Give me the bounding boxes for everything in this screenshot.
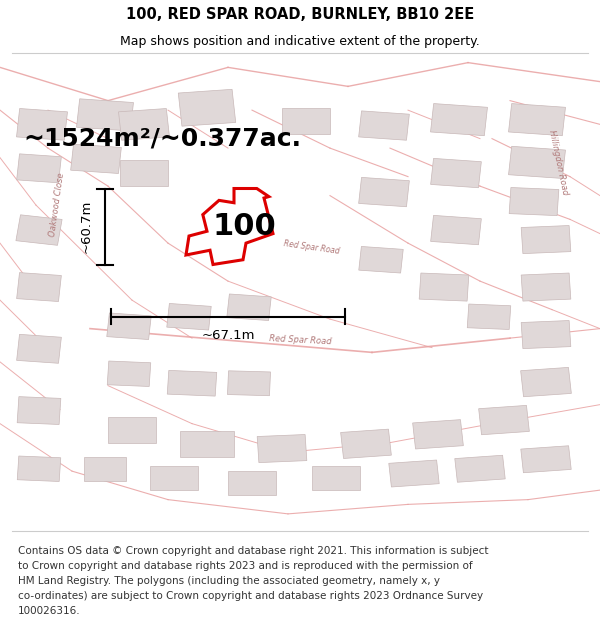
Text: Map shows position and indicative extent of the property.: Map shows position and indicative extent… — [120, 35, 480, 48]
Polygon shape — [509, 146, 565, 178]
Polygon shape — [521, 321, 571, 349]
Polygon shape — [389, 460, 439, 487]
Polygon shape — [120, 160, 168, 186]
Text: 100, RED SPAR ROAD, BURNLEY, BB10 2EE: 100, RED SPAR ROAD, BURNLEY, BB10 2EE — [126, 8, 474, 22]
Polygon shape — [413, 419, 463, 449]
Polygon shape — [16, 215, 62, 245]
Polygon shape — [431, 216, 481, 245]
Polygon shape — [17, 272, 61, 301]
Text: HM Land Registry. The polygons (including the associated geometry, namely x, y: HM Land Registry. The polygons (includin… — [18, 576, 440, 586]
Text: to Crown copyright and database rights 2023 and is reproduced with the permissio: to Crown copyright and database rights 2… — [18, 561, 473, 571]
Text: 100026316.: 100026316. — [18, 606, 80, 616]
Polygon shape — [455, 455, 505, 482]
Text: Hillingdon Road: Hillingdon Road — [547, 129, 569, 196]
Polygon shape — [227, 371, 271, 396]
Polygon shape — [167, 371, 217, 396]
Polygon shape — [178, 89, 236, 126]
Polygon shape — [467, 304, 511, 329]
Polygon shape — [17, 109, 67, 140]
Polygon shape — [431, 104, 487, 136]
Polygon shape — [521, 226, 571, 254]
Polygon shape — [419, 273, 469, 301]
Polygon shape — [17, 397, 61, 424]
Polygon shape — [17, 456, 61, 481]
Polygon shape — [521, 273, 571, 301]
Polygon shape — [180, 431, 234, 457]
Polygon shape — [227, 294, 271, 321]
Text: Red Spar Road: Red Spar Road — [283, 239, 341, 256]
Polygon shape — [228, 471, 276, 495]
Polygon shape — [359, 246, 403, 273]
Polygon shape — [521, 446, 571, 472]
Polygon shape — [84, 457, 126, 481]
Text: ~60.7m: ~60.7m — [79, 200, 92, 253]
Text: Red Spar Road: Red Spar Road — [269, 334, 331, 347]
Polygon shape — [17, 334, 61, 363]
Polygon shape — [71, 144, 121, 174]
Polygon shape — [521, 368, 571, 397]
Polygon shape — [167, 304, 211, 330]
Text: Oakwood Close: Oakwood Close — [48, 173, 66, 238]
Text: co-ordinates) are subject to Crown copyright and database rights 2023 Ordnance S: co-ordinates) are subject to Crown copyr… — [18, 591, 483, 601]
Polygon shape — [359, 177, 409, 207]
Polygon shape — [150, 466, 198, 490]
Polygon shape — [509, 188, 559, 216]
Polygon shape — [431, 158, 481, 188]
Polygon shape — [341, 429, 391, 459]
Polygon shape — [107, 313, 151, 339]
Polygon shape — [312, 466, 360, 490]
Polygon shape — [257, 434, 307, 462]
Polygon shape — [108, 416, 156, 442]
Polygon shape — [17, 154, 61, 182]
Polygon shape — [119, 109, 169, 140]
Polygon shape — [77, 99, 133, 131]
Polygon shape — [509, 104, 565, 136]
Text: 100: 100 — [213, 212, 277, 241]
Polygon shape — [282, 107, 330, 134]
Text: ~1524m²/~0.377ac.: ~1524m²/~0.377ac. — [23, 127, 301, 151]
Text: Contains OS data © Crown copyright and database right 2021. This information is : Contains OS data © Crown copyright and d… — [18, 546, 488, 556]
Polygon shape — [479, 406, 529, 435]
Text: ~67.1m: ~67.1m — [201, 329, 255, 342]
Polygon shape — [107, 361, 151, 386]
Polygon shape — [186, 189, 273, 264]
Polygon shape — [359, 111, 409, 140]
